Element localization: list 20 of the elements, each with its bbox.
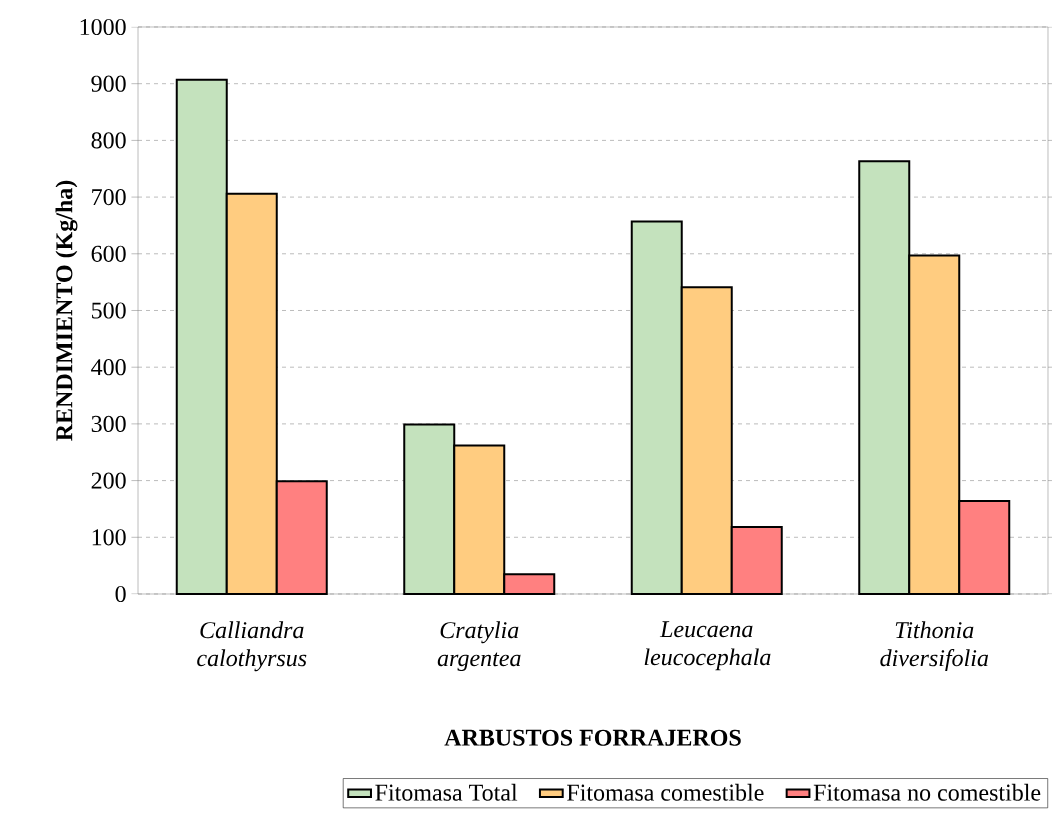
y-tick-label: 500 [92, 302, 126, 319]
x-tick-label: Leucaena leucocephala [644, 621, 771, 671]
y-tick-label: 600 [91, 245, 126, 262]
x-axis-title: ARBUSTOS FORRAJEROS [444, 729, 741, 746]
y-tick-label: 100 [92, 529, 126, 546]
y-axis-title: RENDIMIENTO (Kg/ha) [55, 180, 78, 441]
x-tick-label: Cratylia argentea [437, 621, 521, 672]
legend-label: Fitomasa no comestible [813, 783, 1041, 801]
x-tick-label: Tithonia diversifolia [880, 621, 989, 672]
x-tick-label: Calliandra calothyrsus [197, 621, 307, 672]
y-tick-label: 900 [91, 75, 126, 92]
y-tick-label: 400 [91, 359, 126, 376]
y-tick-label: 0 [115, 585, 126, 603]
y-tick-label: 800 [91, 132, 126, 149]
legend-label: Fitomasa comestible [567, 783, 764, 801]
y-tick-label: 300 [91, 415, 126, 432]
legend-label: Fitomasa Total [375, 783, 518, 801]
y-tick-label: 700 [92, 189, 126, 206]
y-tick-label: 200 [91, 472, 126, 489]
y-tick-label: 1000 [80, 18, 126, 36]
